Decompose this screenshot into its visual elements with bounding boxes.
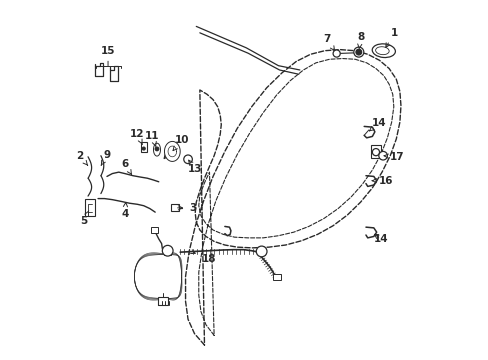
Ellipse shape xyxy=(371,44,395,58)
Circle shape xyxy=(355,49,361,55)
Polygon shape xyxy=(164,247,171,255)
Polygon shape xyxy=(140,142,147,153)
Polygon shape xyxy=(164,141,180,161)
Polygon shape xyxy=(370,145,380,158)
Text: 15: 15 xyxy=(95,46,121,68)
Text: 4: 4 xyxy=(121,203,128,219)
Text: 1: 1 xyxy=(385,28,397,48)
Text: 2: 2 xyxy=(76,151,87,165)
Text: 14: 14 xyxy=(369,118,386,131)
Polygon shape xyxy=(170,204,179,211)
Text: 14: 14 xyxy=(373,234,387,244)
Text: 16: 16 xyxy=(371,176,392,186)
Circle shape xyxy=(183,155,192,163)
Circle shape xyxy=(378,152,386,160)
Text: 9: 9 xyxy=(101,150,110,165)
Polygon shape xyxy=(258,248,264,255)
Text: 8: 8 xyxy=(356,32,364,48)
Circle shape xyxy=(155,147,159,151)
Text: 13: 13 xyxy=(187,160,202,174)
Text: 18: 18 xyxy=(190,250,216,264)
Text: 5: 5 xyxy=(80,211,89,226)
Circle shape xyxy=(256,246,266,257)
Polygon shape xyxy=(151,227,158,233)
Text: 12: 12 xyxy=(130,129,144,145)
Polygon shape xyxy=(272,274,280,280)
Circle shape xyxy=(353,47,363,57)
Polygon shape xyxy=(85,199,95,216)
Circle shape xyxy=(162,246,173,256)
Polygon shape xyxy=(158,297,168,305)
Text: 10: 10 xyxy=(173,135,189,150)
Text: 17: 17 xyxy=(383,152,404,162)
Text: 6: 6 xyxy=(121,159,131,174)
Circle shape xyxy=(142,147,145,150)
Text: 11: 11 xyxy=(145,131,159,147)
Circle shape xyxy=(332,50,340,57)
Ellipse shape xyxy=(375,47,388,55)
Polygon shape xyxy=(153,143,160,156)
Circle shape xyxy=(372,149,379,156)
Text: 7: 7 xyxy=(322,34,334,50)
Text: 3: 3 xyxy=(177,203,196,213)
